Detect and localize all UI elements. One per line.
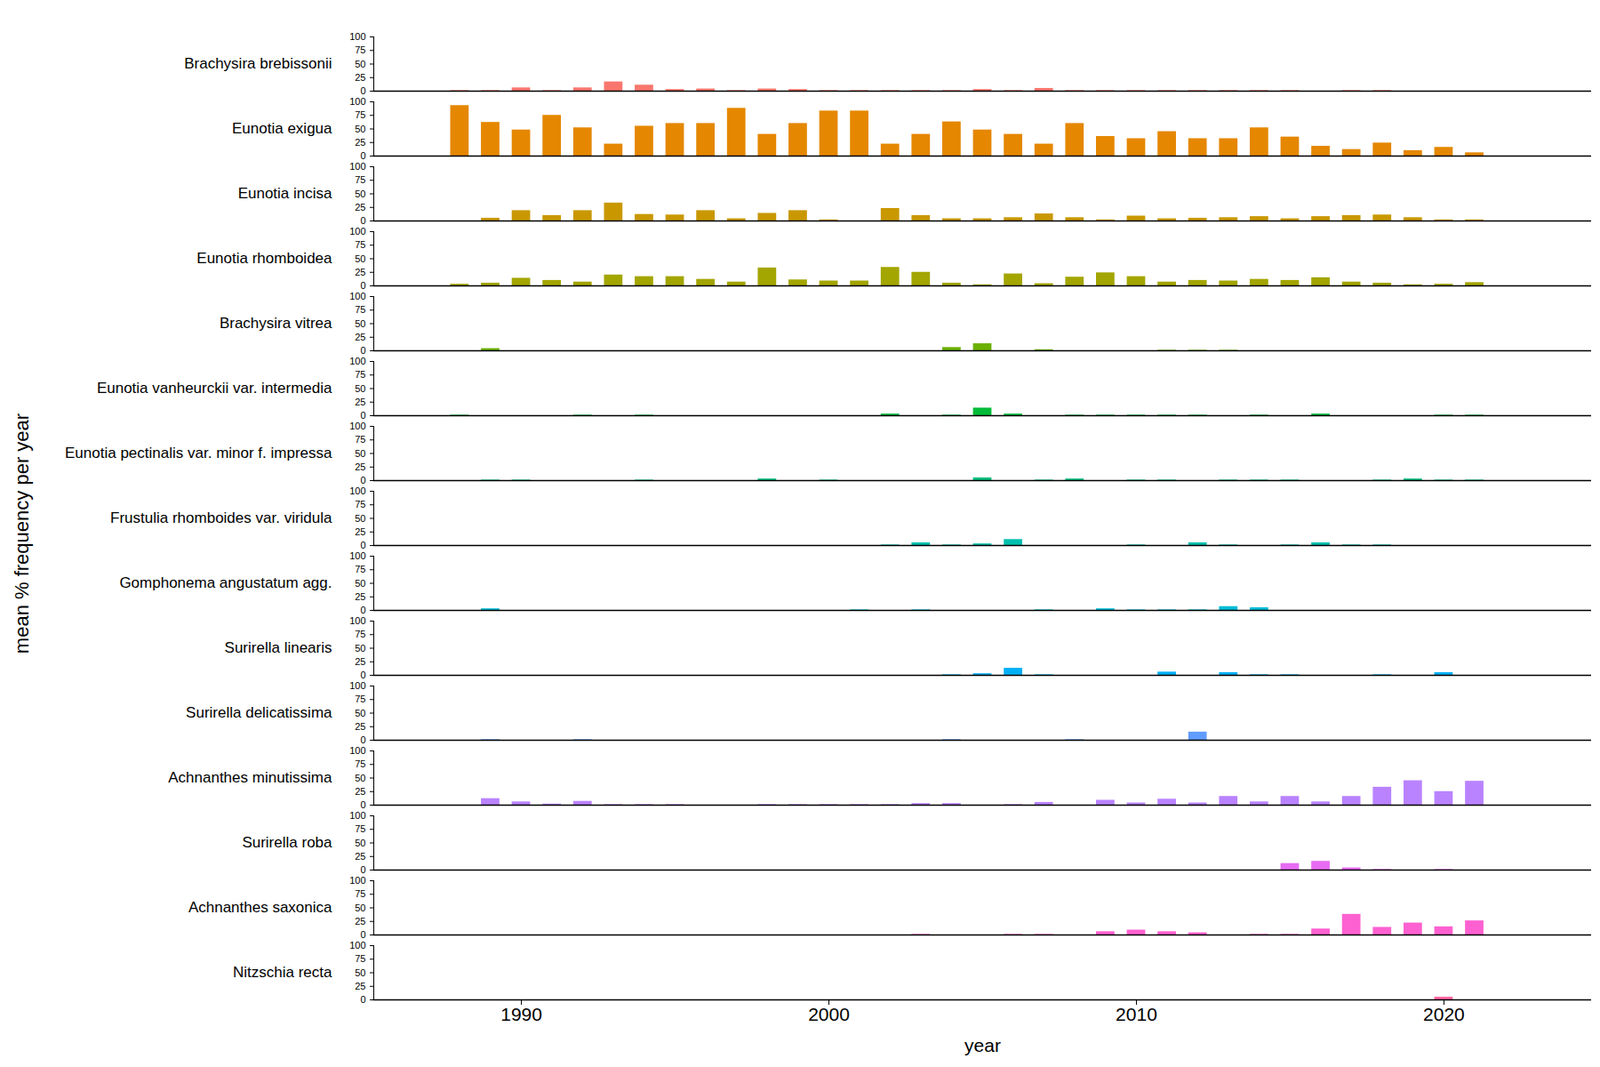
svg-text:25: 25 [354,850,366,862]
svg-text:50: 50 [354,253,366,264]
svg-text:100: 100 [349,939,366,951]
html-text:mean % frequency per year: mean % frequency per year [10,413,33,654]
svg-text:0: 0 [360,864,366,875]
svg-text:25: 25 [354,266,366,278]
svg-text:75: 75 [354,498,366,510]
svg-text:Eunotia incisa: Eunotia incisa [238,184,333,202]
svg-text:0: 0 [360,85,366,96]
svg-text:25: 25 [354,915,366,927]
svg-text:0: 0 [360,734,366,745]
svg-text:Eunotia exigua: Eunotia exigua [232,120,333,137]
svg-text:100: 100 [349,31,366,42]
svg-text:50: 50 [354,58,366,70]
svg-text:0: 0 [360,280,366,291]
svg-text:Gomphonema angustatum agg.: Gomphonema angustatum agg. [119,574,332,592]
svg-text:0: 0 [360,799,366,810]
svg-text:100: 100 [349,355,366,367]
svg-text:100: 100 [349,615,366,626]
svg-text:75: 75 [354,433,366,445]
svg-text:100: 100 [349,744,366,756]
svg-text:50: 50 [354,902,366,913]
svg-text:100: 100 [349,160,366,172]
svg-text:75: 75 [354,823,366,834]
svg-text:50: 50 [354,448,366,459]
svg-text:0: 0 [360,928,366,940]
svg-text:75: 75 [354,888,366,899]
svg-text:Nitzschia recta: Nitzschia recta [232,963,333,981]
svg-text:75: 75 [354,368,366,380]
svg-text:2000: 2000 [808,1003,850,1024]
svg-text:100: 100 [349,680,366,691]
svg-text:Achnanthes minutissima: Achnanthes minutissima [168,768,333,786]
svg-text:50: 50 [354,772,366,784]
svg-text:75: 75 [354,952,366,964]
svg-text:25: 25 [354,720,366,732]
svg-text:50: 50 [354,577,366,589]
svg-text:25: 25 [354,526,366,537]
svg-text:Surirella roba: Surirella roba [241,833,333,851]
svg-text:year: year [964,1034,1001,1056]
svg-text:0: 0 [360,344,366,356]
svg-text:100: 100 [349,485,366,496]
svg-text:50: 50 [354,967,366,978]
svg-text:Brachysira brebissonii: Brachysira brebissonii [184,55,332,72]
svg-text:0: 0 [360,669,366,680]
svg-text:100: 100 [349,550,366,561]
svg-text:25: 25 [354,396,366,408]
svg-text:100: 100 [349,290,366,302]
svg-text:0: 0 [360,539,366,551]
svg-text:50: 50 [354,512,366,524]
svg-text:25: 25 [354,136,366,148]
svg-text:100: 100 [349,420,366,432]
svg-text:75: 75 [354,239,366,250]
svg-text:Brachysira vitrea: Brachysira vitrea [219,314,333,332]
svg-text:0: 0 [360,409,366,421]
svg-text:50: 50 [354,837,366,848]
svg-text:2020: 2020 [1423,1003,1465,1024]
svg-text:25: 25 [354,980,366,992]
svg-text:0: 0 [360,474,366,486]
svg-text:Surirella delicatissima: Surirella delicatissima [185,704,333,721]
svg-text:0: 0 [360,215,366,226]
svg-text:25: 25 [354,591,366,602]
svg-text:25: 25 [354,461,366,472]
svg-text:75: 75 [354,44,366,56]
svg-text:25: 25 [354,656,366,667]
svg-text:50: 50 [354,642,366,654]
svg-text:0: 0 [360,993,366,1005]
svg-text:0: 0 [360,150,366,161]
svg-text:100: 100 [349,225,366,237]
svg-text:75: 75 [354,693,366,704]
svg-text:Surirella linearis: Surirella linearis [224,639,333,656]
svg-text:100: 100 [349,809,366,821]
svg-text:50: 50 [354,123,366,135]
svg-text:75: 75 [354,628,366,640]
svg-text:25: 25 [354,331,366,343]
svg-text:Eunotia pectinalis var. minor: Eunotia pectinalis var. minor f. impress… [64,444,333,462]
svg-text:1990: 1990 [500,1003,543,1024]
svg-text:75: 75 [354,563,366,575]
svg-text:75: 75 [354,174,366,185]
svg-text:75: 75 [354,109,366,120]
svg-text:50: 50 [354,318,366,329]
svg-text:50: 50 [354,383,366,394]
svg-text:25: 25 [354,201,366,213]
svg-text:0: 0 [360,604,366,616]
svg-text:Eunotia vanheurckii var. inter: Eunotia vanheurckii var. intermedia [96,379,333,397]
svg-text:2010: 2010 [1115,1003,1158,1024]
svg-text:50: 50 [354,188,366,200]
svg-text:100: 100 [349,96,366,107]
svg-text:100: 100 [349,874,366,886]
svg-text:Achnanthes saxonica: Achnanthes saxonica [188,898,333,916]
svg-text:75: 75 [354,758,366,769]
svg-text:75: 75 [354,304,366,315]
svg-text:50: 50 [354,707,366,719]
svg-text:Frustulia rhomboides var. viri: Frustulia rhomboides var. viridula [110,509,333,527]
svg-text:Eunotia rhomboidea: Eunotia rhomboidea [196,249,333,267]
svg-text:25: 25 [354,72,366,83]
svg-text:25: 25 [354,785,366,797]
